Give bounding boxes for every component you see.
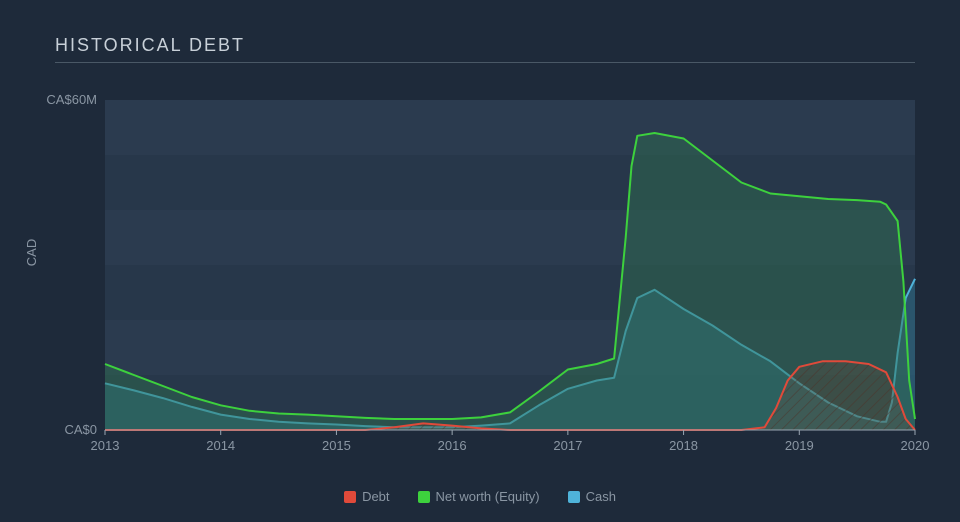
legend-label: Cash (586, 489, 616, 504)
x-tick: 2016 (438, 438, 467, 453)
legend-swatch (568, 491, 580, 503)
x-tick: 2018 (669, 438, 698, 453)
legend-item: Net worth (Equity) (418, 489, 540, 504)
x-tick: 2019 (785, 438, 814, 453)
legend-label: Net worth (Equity) (436, 489, 540, 504)
x-tick: 2015 (322, 438, 351, 453)
y-tick: CA$0 (64, 422, 97, 437)
legend-label: Debt (362, 489, 389, 504)
x-tick: 2013 (91, 438, 120, 453)
legend-swatch (418, 491, 430, 503)
legend-item: Cash (568, 489, 616, 504)
y-tick: CA$60M (46, 92, 97, 107)
x-tick: 2020 (901, 438, 930, 453)
legend: Debt Net worth (Equity) Cash (0, 489, 960, 504)
legend-item: Debt (344, 489, 389, 504)
legend-swatch (344, 491, 356, 503)
plot-svg (0, 0, 960, 522)
x-tick: 2017 (553, 438, 582, 453)
historical-debt-chart: HISTORICAL DEBT CAD DebtNet worth (Equit… (0, 0, 960, 522)
x-tick: 2014 (206, 438, 235, 453)
